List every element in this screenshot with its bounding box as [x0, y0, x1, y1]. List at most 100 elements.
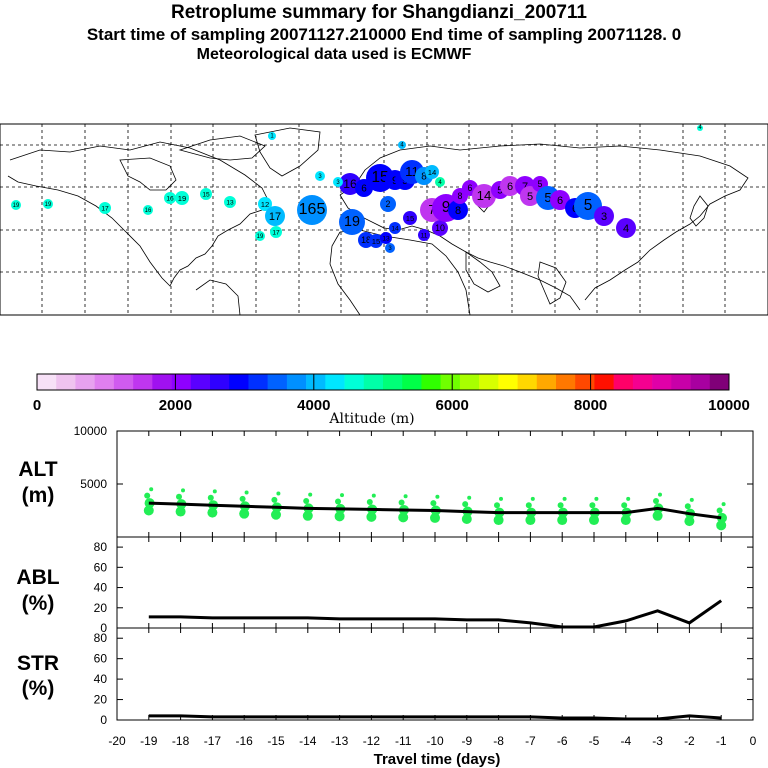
plume-circle — [255, 231, 265, 241]
alt-point — [494, 502, 500, 509]
alt-point — [271, 509, 281, 520]
x-tick-label: -17 — [204, 734, 222, 748]
alt-point — [303, 497, 310, 504]
plume-marker: 165 — [297, 195, 327, 225]
plume-label: 8 — [421, 172, 427, 183]
chart-title: Retroplume summary for Shangdianzi_20071… — [170, 2, 588, 23]
plume-label: 17 — [101, 205, 109, 212]
colorbar-cell — [325, 374, 345, 390]
plume-circle — [297, 195, 327, 225]
alt-point — [652, 510, 663, 521]
colorbar-cell — [190, 374, 211, 390]
plume-marker: 19 — [339, 209, 365, 235]
plume-label: 19 — [257, 234, 264, 240]
colorbar-cell — [133, 374, 153, 390]
panel-abl: 0 20 40 60 80 ABL (%) — [16, 536, 754, 635]
colorbar-cell — [37, 374, 57, 390]
plume-label: 7 — [522, 181, 528, 193]
x-tick-label: -6 — [557, 734, 568, 748]
panel-unit: (m) — [22, 484, 55, 507]
series-line — [148, 501, 722, 520]
colorbar-cell — [632, 374, 653, 390]
plume-label: 18 — [361, 235, 371, 245]
plume-marker: 15 — [403, 211, 417, 225]
x-tick-label: -1 — [716, 734, 727, 748]
colorbar-cell — [306, 374, 326, 390]
plume-label: 3 — [388, 246, 392, 252]
panel-str: 0 20 40 60 80 STR(%) — [17, 627, 754, 727]
plume-label: 14 — [391, 225, 399, 232]
alt-point — [653, 497, 659, 504]
plume-circle — [164, 192, 176, 204]
colorbar-cell — [344, 374, 365, 390]
x-tick-label: -18 — [172, 734, 190, 748]
alt-point — [371, 493, 376, 498]
colorbar-cell — [421, 374, 441, 390]
plume-label: 6 — [361, 184, 367, 195]
alt-point — [717, 512, 727, 523]
altitude-colorbar: 0 2000 4000 6000 8000 10000 Altitude (m) — [33, 373, 750, 427]
alt-scatter — [143, 487, 727, 531]
alt-point — [589, 502, 596, 509]
x-tick-label: -5 — [589, 734, 600, 748]
plume-label: 3 — [318, 174, 322, 180]
colorbar-cell — [479, 374, 499, 390]
plume-circle — [448, 200, 468, 220]
alt-point — [366, 511, 377, 522]
plume-circle — [435, 177, 445, 187]
alt-point — [212, 489, 217, 494]
plume-circle — [550, 190, 570, 210]
plume-circle — [380, 232, 392, 244]
x-tick-label: -19 — [140, 734, 158, 748]
alt-point — [462, 501, 469, 508]
plume-circle — [369, 234, 383, 248]
x-tick-label: -9 — [461, 734, 472, 748]
plume-label: 165 — [299, 201, 326, 218]
alt-point — [716, 507, 723, 514]
alt-point — [557, 502, 564, 509]
alt-point — [557, 515, 568, 526]
alt-point — [461, 513, 472, 524]
plume-label: 7 — [428, 202, 435, 217]
x-tick-label: -15 — [267, 734, 285, 748]
x-axis-label: Travel time (days) — [374, 751, 501, 768]
plume-label: 19 — [13, 203, 20, 209]
plume-circle — [425, 165, 439, 179]
plume-circle — [175, 191, 189, 205]
plume-label: 8 — [458, 191, 463, 201]
colorbar-cell — [94, 374, 115, 390]
colorbar-tick-label: 0 — [33, 397, 41, 414]
alt-point — [689, 497, 694, 502]
plume-circle — [385, 243, 395, 253]
plume-marker: 2 — [380, 196, 396, 212]
plume-label: 5 — [584, 197, 593, 214]
colorbar-cell — [556, 374, 576, 390]
plume-marker: 19 — [11, 200, 21, 210]
plume-marker: 15 — [200, 188, 212, 200]
alt-point — [244, 490, 249, 495]
alt-point — [276, 491, 281, 496]
alt-point — [684, 503, 691, 510]
plume-circle — [265, 206, 285, 226]
plume-circle — [11, 200, 21, 210]
alt-point — [525, 515, 536, 526]
plume-circle — [200, 188, 212, 200]
alt-point — [239, 508, 250, 519]
plume-circle — [520, 186, 540, 206]
plume-circle — [339, 209, 365, 235]
y-tick-label: 0 — [100, 621, 107, 635]
panel-title: ALT — [18, 458, 57, 481]
plume-circle — [398, 141, 406, 149]
alt-point — [589, 515, 599, 526]
alt-point — [499, 496, 503, 501]
x-tick-label: -20 — [108, 734, 126, 748]
plume-circle — [432, 220, 448, 236]
alt-point — [530, 496, 535, 501]
y-tick-label: 10000 — [74, 424, 108, 438]
colorbar-tick-label: 6000 — [436, 397, 469, 414]
alt-point — [239, 495, 246, 502]
alt-point — [398, 512, 409, 523]
plume-marker: 12 — [258, 197, 272, 211]
plume-label: 16 — [343, 177, 357, 191]
series-line — [148, 599, 723, 629]
